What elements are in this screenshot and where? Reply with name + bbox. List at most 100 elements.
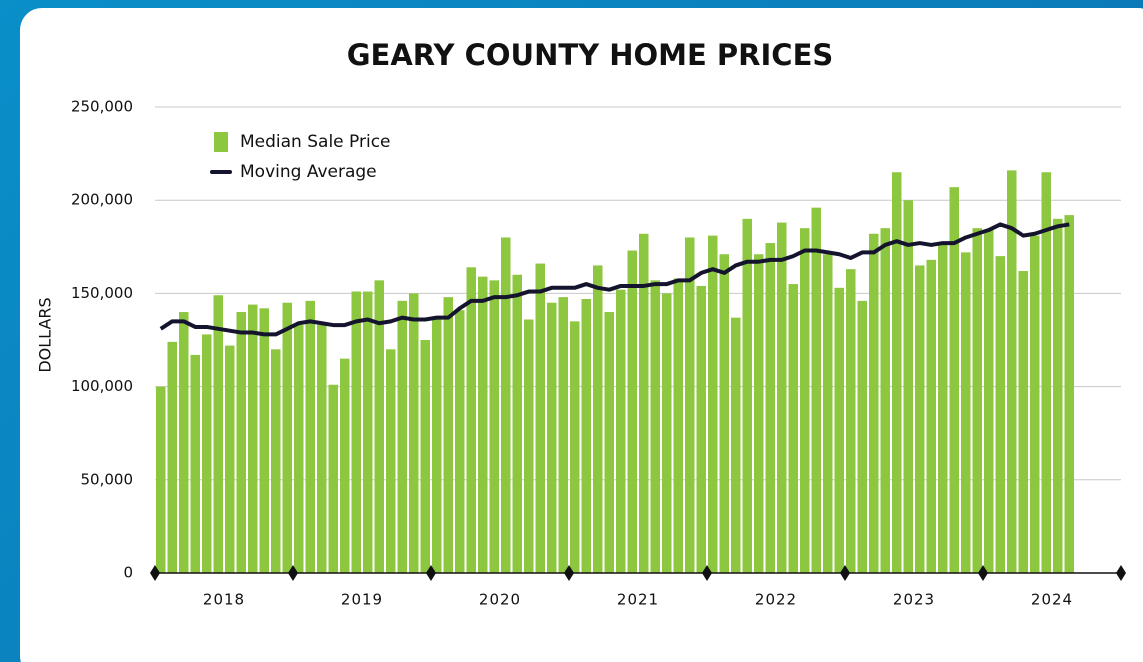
bar: [524, 319, 534, 573]
bar: [938, 244, 948, 573]
bar: [317, 325, 327, 573]
bar: [271, 349, 281, 573]
bar: [811, 207, 821, 573]
axis-diamond: [426, 565, 436, 581]
bar: [846, 269, 856, 573]
x-tick-label: 2022: [755, 591, 797, 609]
bar: [225, 345, 235, 573]
bar: [259, 308, 269, 573]
bar: [213, 295, 223, 573]
bar: [248, 304, 258, 573]
bar: [294, 325, 304, 573]
legend-label: Moving Average: [240, 162, 377, 182]
bar: [386, 349, 396, 573]
bar: [627, 250, 637, 573]
bar: [926, 259, 936, 573]
axis-diamond: [840, 565, 850, 581]
bar: [708, 235, 718, 573]
bar: [972, 228, 982, 573]
bar: [351, 291, 361, 573]
axis-diamond: [1116, 565, 1126, 581]
bar: [754, 254, 764, 574]
bar: [834, 287, 844, 573]
bar: [305, 300, 315, 573]
x-tick-label: 2023: [893, 591, 935, 609]
bar: [1053, 218, 1063, 573]
bar: [581, 298, 591, 573]
bar: [995, 256, 1005, 573]
bar: [1041, 172, 1051, 574]
bar: [466, 267, 476, 573]
bar: [328, 384, 338, 573]
axis-diamond: [702, 565, 712, 581]
bar: [512, 274, 522, 573]
bar: [1018, 271, 1028, 573]
bar: [179, 312, 189, 573]
bar: [443, 297, 453, 573]
chart-title: GEARY COUNTY HOME PRICES: [347, 38, 834, 72]
x-tick-label: 2020: [479, 591, 521, 609]
bar: [374, 280, 384, 573]
bar: [593, 265, 603, 573]
y-tick-label: 100,000: [71, 377, 133, 395]
legend-label: Median Sale Price: [240, 132, 391, 152]
bar: [1030, 235, 1040, 573]
bar: [167, 341, 177, 573]
bar: [719, 254, 729, 574]
bar: [731, 317, 741, 573]
bar: [788, 284, 798, 573]
y-tick-label: 150,000: [71, 284, 133, 302]
bar: [961, 252, 971, 573]
bar: [742, 218, 752, 573]
bar: [949, 187, 959, 574]
bar: [765, 243, 775, 573]
x-tick-label: 2019: [341, 591, 383, 609]
bar: [869, 233, 879, 573]
bar: [915, 265, 925, 573]
bar: [190, 354, 200, 573]
axis-diamond: [978, 565, 988, 581]
bar: [535, 263, 545, 573]
bar: [570, 321, 580, 573]
bar: [1007, 170, 1017, 573]
bar: [650, 280, 660, 573]
bar: [984, 230, 994, 574]
bar: [282, 302, 292, 573]
bar: [340, 358, 350, 573]
bar: [857, 300, 867, 573]
x-tick-label: 2018: [203, 591, 245, 609]
bar: [409, 293, 419, 573]
bar: [420, 340, 430, 573]
bar: [547, 302, 557, 573]
bar: [604, 312, 614, 573]
bar: [880, 228, 890, 573]
bar: [662, 293, 672, 573]
bar: [777, 222, 787, 573]
y-axis-label: DOLLARS: [36, 297, 55, 372]
bar: [685, 237, 695, 574]
y-tick-label: 50,000: [81, 470, 134, 488]
bar: [489, 280, 499, 573]
bar: [616, 289, 626, 573]
legend-swatch: [214, 132, 228, 152]
bar: [558, 297, 568, 573]
bar: [478, 276, 488, 573]
y-tick-label: 250,000: [71, 98, 133, 116]
bar: [501, 237, 511, 574]
bar: [673, 278, 683, 573]
bar: [397, 300, 407, 573]
y-tick-label: 200,000: [71, 191, 133, 209]
bar: [639, 233, 649, 573]
bar: [892, 172, 902, 574]
bar: [363, 291, 373, 573]
bar: [455, 310, 465, 573]
axis-diamond: [288, 565, 298, 581]
axis-diamond: [150, 565, 160, 581]
x-tick-label: 2021: [617, 591, 659, 609]
bar: [823, 254, 833, 574]
bar: [236, 312, 246, 573]
bar: [800, 228, 810, 573]
bar: [903, 200, 913, 573]
